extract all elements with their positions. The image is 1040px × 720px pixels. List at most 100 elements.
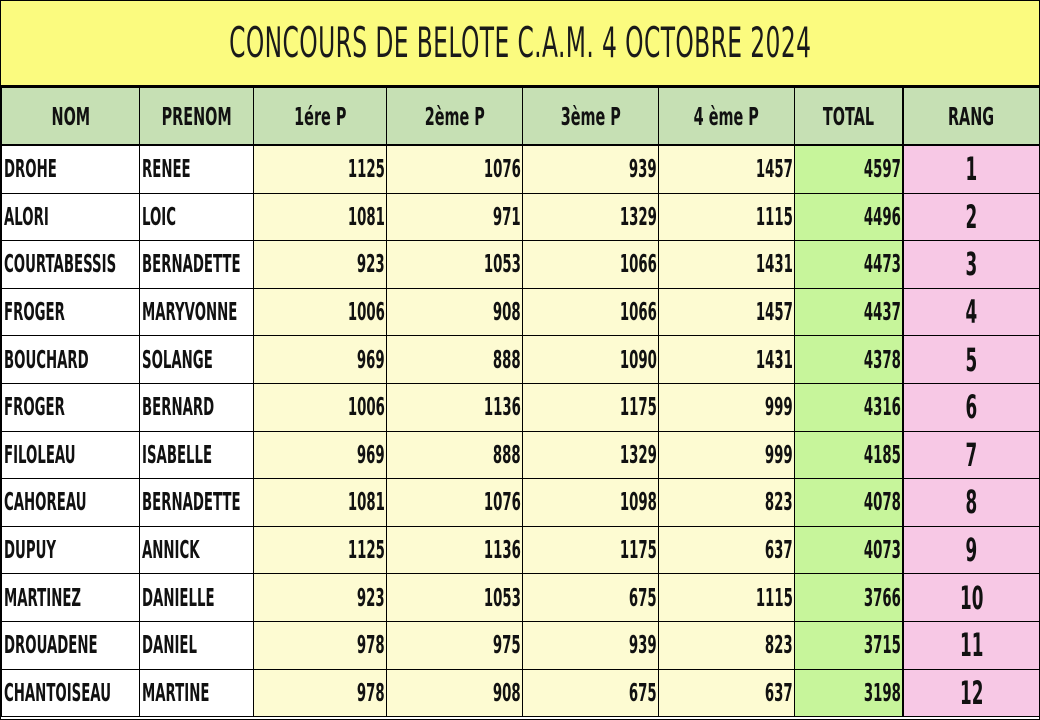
cell-p1[interactable]: 1006 (253, 382, 387, 432)
cell-total[interactable]: 3766 (794, 573, 904, 622)
cell-total[interactable]: 4473 (794, 240, 904, 289)
cell-total[interactable]: 3715 (794, 620, 904, 670)
cell-nom[interactable]: FROGER (1, 382, 140, 432)
cell-p4[interactable]: 999 (658, 430, 795, 480)
cell-rang[interactable]: 8 (901, 478, 1040, 527)
cell-total[interactable]: 4073 (794, 525, 904, 575)
header-prenom[interactable]: PRENOM (139, 87, 254, 146)
cell-p2[interactable]: 1136 (386, 525, 523, 575)
cell-p4[interactable]: 823 (658, 620, 795, 670)
cell-p2[interactable]: 908 (386, 287, 523, 337)
cell-p4[interactable]: 823 (658, 478, 795, 527)
cell-nom[interactable]: CHANTOISEAU (1, 668, 140, 718)
cell-p1[interactable]: 923 (253, 240, 387, 289)
cell-p3[interactable]: 675 (522, 668, 659, 718)
cell-p2[interactable]: 1076 (386, 478, 523, 527)
cell-p1[interactable]: 969 (253, 335, 387, 384)
cell-p2[interactable]: 888 (386, 335, 523, 384)
header-p3[interactable]: 3ème P (522, 87, 659, 146)
header-p1[interactable]: 1ére P (253, 87, 387, 146)
cell-p3[interactable]: 1329 (522, 192, 659, 242)
cell-p3[interactable]: 939 (522, 144, 659, 194)
cell-rang[interactable]: 4 (901, 287, 1040, 337)
cell-rang[interactable]: 2 (901, 192, 1040, 242)
header-total[interactable]: TOTAL (794, 87, 904, 146)
cell-rang[interactable]: 9 (901, 525, 1040, 575)
cell-p1[interactable]: 969 (253, 430, 387, 480)
cell-p1[interactable]: 978 (253, 620, 387, 670)
cell-prenom[interactable]: LOIC (139, 192, 254, 242)
cell-p3[interactable]: 1066 (522, 240, 659, 289)
cell-prenom[interactable]: BERNADETTE (139, 240, 254, 289)
cell-p1[interactable]: 923 (253, 573, 387, 622)
cell-prenom[interactable]: RENEE (139, 144, 254, 194)
cell-p4[interactable]: 1457 (658, 287, 795, 337)
cell-total[interactable]: 4496 (794, 192, 904, 242)
cell-prenom[interactable]: BERNADETTE (139, 478, 254, 527)
cell-p3[interactable]: 1098 (522, 478, 659, 527)
cell-p2[interactable]: 975 (386, 620, 523, 670)
cell-nom[interactable]: DROUADENE (1, 620, 140, 670)
cell-p1[interactable]: 1006 (253, 287, 387, 337)
cell-p1[interactable]: 1125 (253, 144, 387, 194)
cell-nom[interactable]: DUPUY (1, 525, 140, 575)
cell-p4[interactable]: 1457 (658, 144, 795, 194)
cell-p4[interactable]: 637 (658, 668, 795, 718)
cell-prenom[interactable]: ANNICK (139, 525, 254, 575)
cell-p2[interactable]: 1136 (386, 382, 523, 432)
cell-nom[interactable]: FILOLEAU (1, 430, 140, 480)
cell-rang[interactable]: 6 (901, 382, 1040, 432)
cell-p2[interactable]: 908 (386, 668, 523, 718)
cell-p4[interactable]: 1431 (658, 335, 795, 384)
cell-total[interactable]: 3198 (794, 668, 904, 718)
cell-total[interactable]: 4437 (794, 287, 904, 337)
header-nom[interactable]: NOM (1, 87, 140, 146)
cell-p2[interactable]: 1053 (386, 573, 523, 622)
cell-nom[interactable]: MARTINEZ (1, 573, 140, 622)
cell-prenom[interactable]: MARTINE (139, 668, 254, 718)
cell-total[interactable]: 4078 (794, 478, 904, 527)
cell-p4[interactable]: 1431 (658, 240, 795, 289)
cell-nom[interactable]: COURTABESSIS (1, 240, 140, 289)
cell-prenom[interactable]: DANIEL (139, 620, 254, 670)
cell-rang[interactable]: 5 (901, 335, 1040, 384)
cell-prenom[interactable]: SOLANGE (139, 335, 254, 384)
cell-p2[interactable]: 1053 (386, 240, 523, 289)
cell-p4[interactable]: 637 (658, 525, 795, 575)
cell-rang[interactable]: 12 (901, 668, 1040, 718)
cell-prenom[interactable]: MARYVONNE (139, 287, 254, 337)
cell-p2[interactable]: 1076 (386, 144, 523, 194)
cell-p3[interactable]: 1175 (522, 525, 659, 575)
cell-p1[interactable]: 1125 (253, 525, 387, 575)
cell-rang[interactable]: 1 (901, 144, 1040, 194)
cell-p3[interactable]: 1329 (522, 430, 659, 480)
cell-prenom[interactable]: BERNARD (139, 382, 254, 432)
header-rang[interactable]: RANG (901, 87, 1040, 146)
cell-nom[interactable]: FROGER (1, 287, 140, 337)
cell-p3[interactable]: 675 (522, 573, 659, 622)
cell-p2[interactable]: 971 (386, 192, 523, 242)
cell-p3[interactable]: 939 (522, 620, 659, 670)
cell-p1[interactable]: 978 (253, 668, 387, 718)
cell-total[interactable]: 4378 (794, 335, 904, 384)
header-p4[interactable]: 4 ème P (658, 87, 795, 146)
cell-rang[interactable]: 3 (901, 240, 1040, 289)
header-p2[interactable]: 2ème P (386, 87, 523, 146)
cell-p2[interactable]: 888 (386, 430, 523, 480)
cell-total[interactable]: 4316 (794, 382, 904, 432)
cell-rang[interactable]: 11 (901, 620, 1040, 670)
cell-total[interactable]: 4185 (794, 430, 904, 480)
cell-p4[interactable]: 999 (658, 382, 795, 432)
cell-prenom[interactable]: ISABELLE (139, 430, 254, 480)
cell-nom[interactable]: CAHOREAU (1, 478, 140, 527)
cell-rang[interactable]: 7 (901, 430, 1040, 480)
cell-prenom[interactable]: DANIELLE (139, 573, 254, 622)
cell-rang[interactable]: 10 (901, 573, 1040, 622)
cell-nom[interactable]: BOUCHARD (1, 335, 140, 384)
cell-p3[interactable]: 1090 (522, 335, 659, 384)
cell-total[interactable]: 4597 (794, 144, 904, 194)
cell-nom[interactable]: DROHE (1, 144, 140, 194)
cell-p1[interactable]: 1081 (253, 192, 387, 242)
cell-p4[interactable]: 1115 (658, 192, 795, 242)
cell-p3[interactable]: 1066 (522, 287, 659, 337)
